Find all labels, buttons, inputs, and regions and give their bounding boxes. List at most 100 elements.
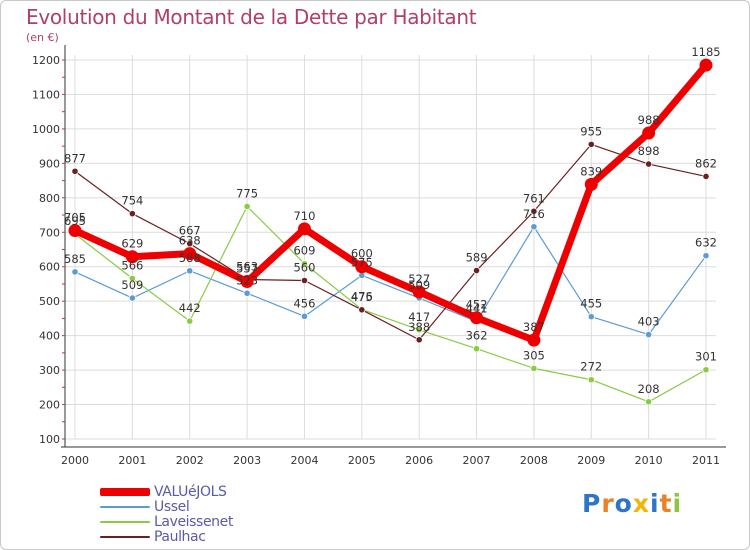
logo-letter: o [614,489,633,518]
x-tick-label: 2005 [348,454,376,467]
proxiti-logo: Proxiti [582,489,682,518]
data-label: 632 [695,236,717,250]
legend-swatch [100,488,150,496]
data-point [530,364,538,372]
x-tick-label: 2009 [577,454,605,467]
grid-lines [65,55,716,440]
data-point [415,326,423,334]
x-tick-label: 2011 [692,454,720,467]
data-point [71,167,79,175]
y-tick-label: 300 [39,364,60,377]
data-label: 403 [638,315,660,329]
data-label: 585 [64,252,86,266]
y-tick-label: 100 [39,433,60,446]
logo-letter: r [601,489,615,518]
x-tick-label: 2003 [233,454,261,467]
data-label: 629 [121,237,143,251]
legend-item: Ussel [100,499,190,515]
data-label: 563 [236,259,258,273]
data-label: 442 [179,301,201,315]
data-point [300,312,309,320]
data-label: 362 [466,329,488,343]
axes: 100 200 300 400 500 600 700 800 900 1000 1100 1200 2… [32,45,726,467]
data-label: 456 [293,296,315,310]
y-tick-label: 1200 [32,54,60,67]
data-point [702,172,710,181]
data-label: 988 [638,113,660,127]
data-point [702,366,710,374]
data-label: 560 [293,261,315,275]
data-label: 417 [408,310,430,324]
data-label: 695 [64,214,86,228]
data-point [128,274,136,283]
x-tick-label: 2008 [520,454,548,467]
x-tick-label: 2007 [463,454,491,467]
data-label: 575 [351,255,373,269]
data-point [527,333,541,347]
unit-label: (en €) [26,31,59,44]
data-label: 455 [580,297,602,311]
x-tick-label: 2001 [118,454,146,467]
series-line-laveissenet [74,205,707,403]
data-label: 754 [121,194,143,208]
y-tick-label: 600 [39,261,60,274]
data-label: 955 [580,124,602,138]
data-label: 775 [236,186,258,200]
legend-item: VALUéJOLS [100,484,227,500]
data-label: 509 [408,278,430,292]
data-point [472,345,481,353]
data-point [530,207,538,215]
data-point [472,266,481,275]
y-tick-label: 800 [39,192,60,205]
data-point [584,177,598,191]
series-line-ussel [74,226,707,336]
data-point [125,250,139,264]
data-point [300,276,309,285]
legend-label: Laveissenet [154,514,233,530]
data-label: 839 [580,164,602,178]
logo-letter: t [659,489,673,518]
x-tick-label: 2002 [176,454,204,467]
data-point [186,240,194,248]
y-tick-label: 500 [39,295,60,308]
data-label: 710 [293,209,315,223]
data-point [183,247,197,261]
y-tick-label: 1000 [32,123,60,136]
data-point [128,210,136,218]
data-label: 388 [408,320,430,334]
data-label: 566 [121,258,143,272]
data-point [71,268,79,276]
legend-item: Laveissenet [100,514,233,530]
data-label: 609 [293,244,315,258]
data-point [587,376,595,384]
logo-letter: i [650,489,660,518]
data-point [297,222,311,236]
data-point [186,267,194,275]
x-tick-label: 2000 [61,454,89,467]
series-lines [68,58,713,406]
data-point [470,311,484,325]
data-labels: 705 629 638 557 710 600 527 452 387 839 988 1185 585… [64,45,721,396]
data-point [645,331,653,339]
data-label: 527 [408,272,430,286]
data-label: 208 [638,382,660,396]
data-label: 716 [523,207,545,221]
chart-title: Evolution du Montant de la Dette par Hab… [26,5,477,29]
data-label: 557 [236,262,258,276]
legend-label: Ussel [154,499,190,515]
x-tick-label: 2004 [290,454,318,467]
data-point [358,306,366,314]
data-label: 476 [351,289,373,303]
data-point [645,398,653,406]
data-point [699,58,713,72]
y-tick-label: 1100 [32,88,60,101]
y-tick-label: 700 [39,226,60,239]
data-point [300,260,309,268]
data-point [68,224,82,238]
y-tick-label: 200 [39,399,60,412]
data-point [702,252,710,260]
data-label: 441 [466,302,488,316]
data-point [243,289,251,297]
data-point [355,260,369,274]
data-label: 877 [64,151,86,165]
